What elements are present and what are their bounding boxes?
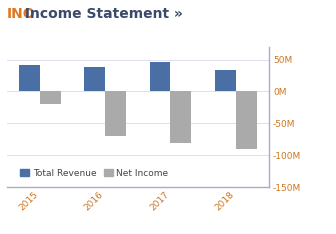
Legend: Total Revenue, Net Income: Total Revenue, Net Income xyxy=(16,165,172,181)
Text: Income Statement »: Income Statement » xyxy=(20,7,183,21)
Bar xyxy=(40,91,60,104)
Bar xyxy=(236,91,257,149)
Text: INO: INO xyxy=(7,7,35,21)
Bar xyxy=(18,65,40,91)
Bar xyxy=(84,67,105,91)
Bar xyxy=(170,91,192,143)
Bar xyxy=(105,91,126,136)
Bar xyxy=(150,62,170,91)
Bar xyxy=(215,70,236,91)
